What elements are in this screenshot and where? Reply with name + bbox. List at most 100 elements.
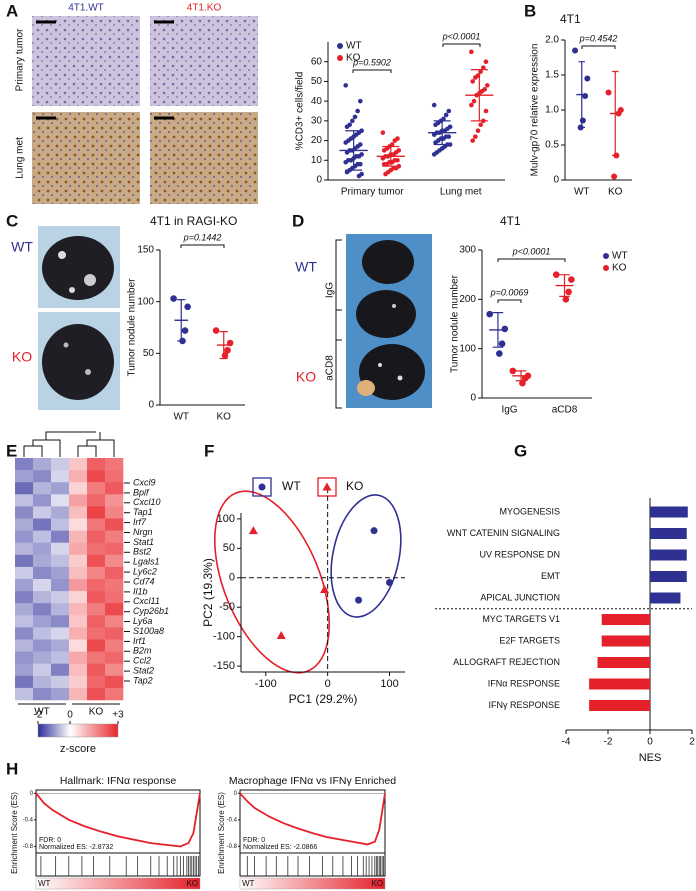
heatmap-cell xyxy=(15,470,34,483)
legend-label: KO xyxy=(346,479,363,493)
y-axis-label: Tumor nodule number xyxy=(127,278,138,377)
x-tick-label: 100 xyxy=(380,678,398,690)
heatmap-cell xyxy=(33,494,52,507)
significance-bracket xyxy=(581,45,616,49)
heatmap-cell xyxy=(69,566,88,580)
heatmap-cell xyxy=(105,579,124,592)
colorbar-tick-label: +3 xyxy=(112,710,124,721)
gene-label: Cyp26b1 xyxy=(133,606,169,616)
column-label: 4T1.KO xyxy=(187,3,222,14)
heatmap-cell xyxy=(87,494,106,507)
heatmap-cell xyxy=(69,542,88,556)
heatmap-cell xyxy=(51,579,70,592)
cluster-ellipse xyxy=(330,494,402,618)
heatmap-cell xyxy=(33,603,52,616)
data-point xyxy=(478,122,483,128)
heatmap-cell xyxy=(33,615,52,628)
heatmap-cell xyxy=(105,615,124,628)
data-point xyxy=(562,296,570,303)
gene-label: Irf1 xyxy=(133,636,146,646)
heatmap-cell xyxy=(69,591,88,604)
heatmap-cell xyxy=(51,482,70,495)
y-axis-label: Mulv-gp70 relative expression xyxy=(530,44,541,177)
data-point xyxy=(496,350,503,357)
heatmap-cell xyxy=(15,566,34,580)
heatmap-cell xyxy=(51,627,70,640)
heatmap-cell xyxy=(51,518,70,531)
gene-label: Ly6a xyxy=(133,616,152,626)
heatmap-cell xyxy=(51,566,70,580)
heatmap-cell xyxy=(69,458,88,471)
significance-bracket xyxy=(352,69,392,73)
data-point xyxy=(343,83,349,88)
heatmap-cell xyxy=(105,651,124,664)
heatmap-cell xyxy=(15,494,34,507)
data-point xyxy=(565,288,572,296)
significance-bracket xyxy=(180,244,225,248)
x-axis-label: NES xyxy=(639,752,662,764)
error-bar xyxy=(219,331,228,360)
row-label: Lung met xyxy=(15,137,26,179)
x-tick-label: 2 xyxy=(689,737,695,748)
heatmap-cell xyxy=(33,566,52,580)
heatmap-cell xyxy=(33,675,52,689)
y-tick-label: -0.8 xyxy=(23,844,34,850)
bar xyxy=(589,678,650,690)
heatmap-cell xyxy=(87,530,106,543)
heatmap-cell xyxy=(51,494,70,507)
y-tick-label: -100 xyxy=(213,631,235,643)
data-point xyxy=(344,169,350,175)
heatmap-cell xyxy=(15,458,34,471)
heatmap-cell xyxy=(15,518,34,531)
gene-label: Lgals1 xyxy=(133,557,160,567)
category-label: EMT xyxy=(541,571,561,581)
heatmap-cell xyxy=(15,579,34,592)
photo-label: WT xyxy=(11,239,33,255)
heatmap-cell xyxy=(105,518,124,531)
legend-label: WT xyxy=(612,251,628,262)
es-curve xyxy=(239,792,386,846)
end-label: KO xyxy=(186,879,198,888)
x-tick-label: Lung met xyxy=(440,187,482,198)
data-point xyxy=(433,140,438,145)
data-point xyxy=(481,65,486,70)
error-bar xyxy=(470,69,488,122)
group-label: WT xyxy=(34,707,50,718)
data-point xyxy=(473,134,478,139)
y-tick-label: 50 xyxy=(223,542,235,554)
gene-label: Cxcl10 xyxy=(133,497,161,507)
heatmap-cell xyxy=(33,470,52,483)
x-tick-label: WT xyxy=(173,412,189,423)
heatmap-cell xyxy=(69,506,88,519)
heatmap-cell xyxy=(69,470,88,483)
chart-title: Hallmark: IFNα response xyxy=(60,775,177,787)
panel-label: C xyxy=(6,211,18,230)
data-point xyxy=(343,159,349,165)
x-tick-label: 0 xyxy=(325,678,331,690)
bar xyxy=(589,700,650,711)
legend-marker xyxy=(337,55,343,61)
heatmap-cell xyxy=(87,554,106,568)
photo-label: KO xyxy=(296,369,316,385)
lung-photo xyxy=(346,234,432,408)
gene-label: S100a8 xyxy=(133,626,164,636)
error-bar xyxy=(559,274,570,297)
heatmap-cell xyxy=(33,651,52,664)
x-tick-label: IgG xyxy=(501,405,517,416)
heatmap-cell xyxy=(15,482,34,495)
photo-label: KO xyxy=(12,349,32,365)
heatmap-cell xyxy=(87,518,106,531)
heatmap-cell xyxy=(15,554,34,568)
heatmap-cell xyxy=(105,603,124,616)
heatmap-cell xyxy=(87,603,106,616)
x-tick-label: KO xyxy=(217,412,232,423)
data-point xyxy=(579,117,586,124)
data-point xyxy=(470,138,475,143)
data-point xyxy=(224,346,231,354)
category-label: MYC TARGETS V1 xyxy=(482,614,560,624)
data-point xyxy=(446,108,452,114)
heatmap-cell xyxy=(69,663,88,677)
data-point xyxy=(611,173,618,180)
plot-frame xyxy=(239,789,386,877)
heatmap-cell xyxy=(33,458,52,471)
